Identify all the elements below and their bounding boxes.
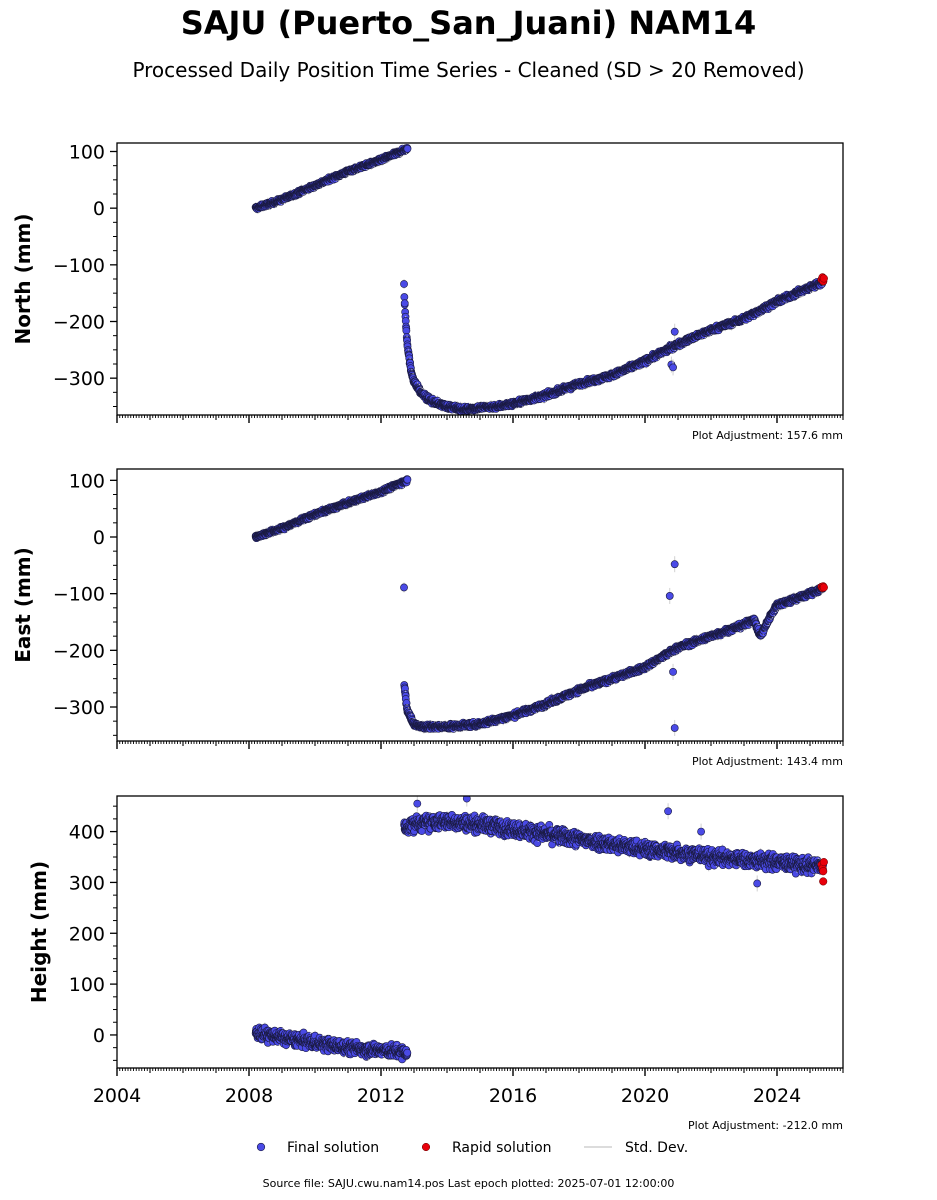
figure-title: SAJU (Puerto_San_Juani) NAM14 [180, 4, 757, 42]
y-tick-label: −200 [53, 312, 105, 334]
data-points [251, 143, 828, 415]
figure-subtitle: Processed Daily Position Time Series - C… [132, 58, 805, 82]
final-point [669, 363, 677, 372]
final-point [400, 299, 409, 308]
y-tick-label: −300 [53, 368, 105, 390]
y-tick-label: 0 [93, 198, 105, 220]
y-tick-label: 100 [69, 142, 105, 164]
data-points [251, 475, 828, 736]
rapid-point [819, 274, 828, 283]
y-tick-label: −100 [53, 255, 105, 277]
final-point [670, 327, 679, 336]
final-point [403, 475, 412, 484]
final-point [400, 280, 408, 288]
plot-adjustment-label: Plot Adjustment: 157.6 mm [692, 429, 843, 442]
final-point [400, 583, 408, 592]
panel-north: 100 0 −100 −200 −300 North (mm) Plot Adjustmen… [11, 142, 844, 442]
y-axis-label: North (mm) [11, 213, 35, 344]
axes-frame [116, 142, 844, 416]
final-point [403, 144, 412, 153]
